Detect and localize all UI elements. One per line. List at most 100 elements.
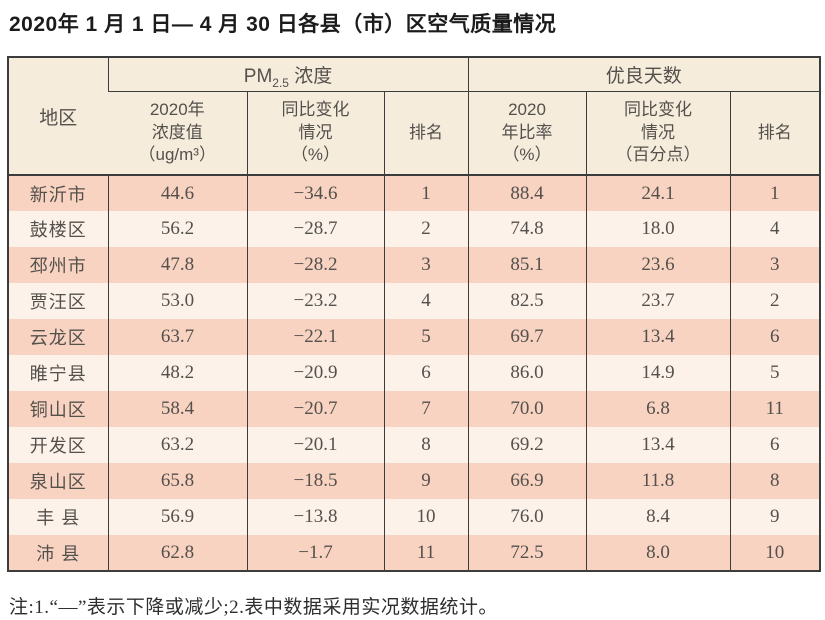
good-rank-cell: 10 [729,535,820,572]
region-cell: 睢宁县 [8,355,108,392]
region-cell: 开发区 [8,427,108,464]
region-cell: 丰 县 [8,499,108,536]
good-change-cell: 13.4 [585,319,730,356]
region-cell: 邳州市 [8,247,108,284]
pm-change-cell: −13.8 [246,499,384,536]
pm25-label-prefix: PM [243,65,273,87]
good-ratio-cell: 70.0 [467,391,586,428]
good-ratio-cell: 86.0 [467,355,586,392]
good-rank-cell: 8 [729,463,820,500]
region-cell: 云龙区 [8,319,108,356]
col-header-region: 地区 [8,57,108,177]
good-rank-cell: 1 [729,175,820,212]
table-row: 沛 县 62.8 −1.7 11 72.5 8.0 10 [8,535,820,572]
col-header-pm-rank: 排名 [383,91,468,177]
good-rank-cell: 3 [729,247,820,284]
good-ratio-cell: 74.8 [467,211,586,248]
pm25-label-suffix: 浓度 [288,65,333,87]
good-ratio-cell: 69.7 [467,319,586,356]
table-row: 开发区 63.2 −20.1 8 69.2 13.4 6 [8,427,820,464]
page-title: 2020年 1 月 1 日— 4 月 30 日各县（市）区空气质量情况 [9,13,557,36]
good-ratio-cell: 69.2 [467,427,586,464]
table-row: 鼓楼区 56.2 −28.7 2 74.8 18.0 4 [8,211,820,248]
pm-value-cell: 44.6 [107,175,247,212]
table-body: 新沂市 44.6 −34.6 1 88.4 24.1 1 鼓楼区 56.2 −28.7 2 74.8 1… [8,175,820,572]
pm-change-cell: −22.1 [246,319,384,356]
good-change-cell: 23.6 [585,247,730,284]
pm-rank-cell: 5 [383,319,468,356]
pm-rank-cell: 7 [383,391,468,428]
good-ratio-cell: 82.5 [467,283,586,320]
region-cell: 贾汪区 [8,283,108,320]
good-change-cell: 24.1 [585,175,730,212]
good-change-cell: 8.4 [585,499,730,536]
pm-value-cell: 65.8 [107,463,247,500]
air-quality-table: 地区 PM2.5 浓度 优良天数 2020年 浓度值 （ug/m³） 同比变化 … [7,56,821,573]
pm-value-cell: 56.9 [107,499,247,536]
pm-rank-cell: 11 [383,535,468,572]
good-rank-cell: 4 [729,211,820,248]
pm25-label-subscript: 2.5 [272,75,289,90]
pm-rank-cell: 8 [383,427,468,464]
good-rank-cell: 5 [729,355,820,392]
col-header-pm-change: 同比变化 情况 （%） [246,91,384,177]
pm-rank-cell: 10 [383,499,468,536]
table-row: 贾汪区 53.0 −23.2 4 82.5 23.7 2 [8,283,820,320]
col-header-good-rank: 排名 [729,91,820,177]
pm-change-cell: −1.7 [246,535,384,572]
region-cell: 新沂市 [8,175,108,212]
good-ratio-cell: 88.4 [467,175,586,212]
pm-change-cell: −20.1 [246,427,384,464]
pm-change-cell: −18.5 [246,463,384,500]
pm-change-cell: −20.7 [246,391,384,428]
col-header-pm-value: 2020年 浓度值 （ug/m³） [108,91,247,177]
good-rank-cell: 9 [729,499,820,536]
table-row: 泉山区 65.8 −18.5 9 66.9 11.8 8 [8,463,820,500]
pm-value-cell: 63.7 [107,319,247,356]
pm-value-cell: 63.2 [107,427,247,464]
region-cell: 泉山区 [8,463,108,500]
col-group-pm25: PM2.5 浓度 [107,57,468,92]
pm-change-cell: −28.7 [246,211,384,248]
good-ratio-cell: 72.5 [467,535,586,572]
good-change-cell: 13.4 [585,427,730,464]
sub-header-row: 2020年 浓度值 （ug/m³） 同比变化 情况 （%） 排名 2020 年比… [8,91,820,177]
good-change-cell: 14.9 [585,355,730,392]
good-change-cell: 23.7 [585,283,730,320]
good-rank-cell: 11 [729,391,820,428]
col-header-good-change: 同比变化 情况 （百分点） [585,91,730,177]
good-rank-cell: 2 [729,283,820,320]
table-header: 地区 PM2.5 浓度 优良天数 2020年 浓度值 （ug/m³） 同比变化 … [8,57,820,177]
good-change-cell: 6.8 [585,391,730,428]
footnote: 注:1.“—”表示下降或减少;2.表中数据采用实况数据统计。 [9,597,498,619]
col-header-good-ratio: 2020 年比率 （%） [467,91,586,177]
pm-change-cell: −20.9 [246,355,384,392]
pm-value-cell: 56.2 [107,211,247,248]
pm-rank-cell: 9 [383,463,468,500]
table-row: 睢宁县 48.2 −20.9 6 86.0 14.9 5 [8,355,820,392]
pm-value-cell: 47.8 [107,247,247,284]
table-row: 邳州市 47.8 −28.2 3 85.1 23.6 3 [8,247,820,284]
table-row: 云龙区 63.7 −22.1 5 69.7 13.4 6 [8,319,820,356]
good-change-cell: 8.0 [585,535,730,572]
good-change-cell: 18.0 [585,211,730,248]
pm-value-cell: 53.0 [107,283,247,320]
pm-rank-cell: 2 [383,211,468,248]
good-ratio-cell: 85.1 [467,247,586,284]
region-cell: 沛 县 [8,535,108,572]
pm-change-cell: −34.6 [246,175,384,212]
region-cell: 铜山区 [8,391,108,428]
pm-rank-cell: 1 [383,175,468,212]
pm-rank-cell: 3 [383,247,468,284]
good-rank-cell: 6 [729,319,820,356]
table-row: 铜山区 58.4 −20.7 7 70.0 6.8 11 [8,391,820,428]
col-group-good-days: 优良天数 [467,57,820,92]
group-header-row: 地区 PM2.5 浓度 优良天数 [8,57,820,177]
good-ratio-cell: 66.9 [467,463,586,500]
pm-value-cell: 62.8 [107,535,247,572]
table-row: 新沂市 44.6 −34.6 1 88.4 24.1 1 [8,175,820,212]
good-rank-cell: 6 [729,427,820,464]
region-cell: 鼓楼区 [8,211,108,248]
good-change-cell: 11.8 [585,463,730,500]
